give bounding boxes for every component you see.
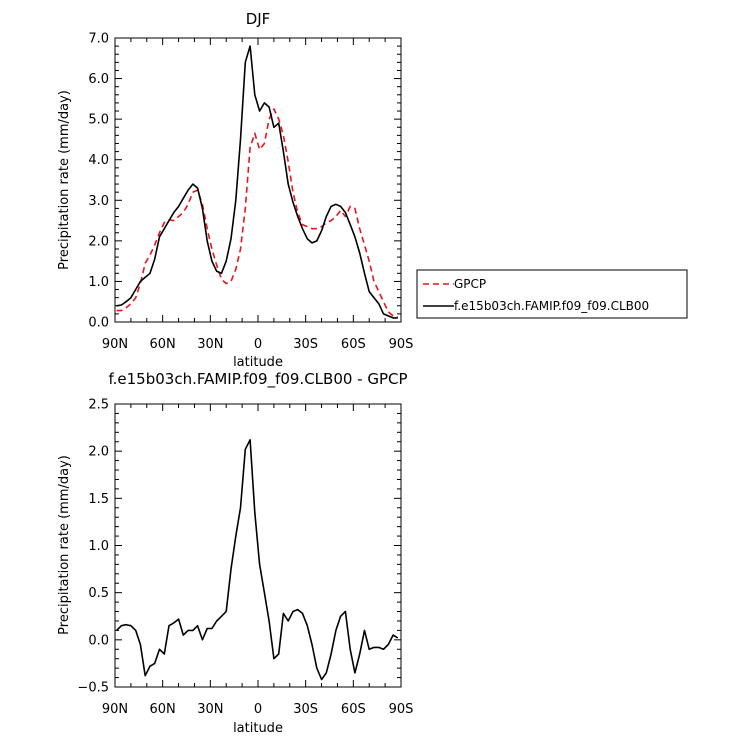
axis-ticks: 90N 60N 30N 0 30S 60S 90S −0.5 0.0 0.5 1.0 1.5 2.0 2.…: [77, 398, 413, 718]
y-tick-label: 1.0: [88, 275, 109, 290]
x-tick-label: 90N: [102, 702, 128, 717]
legend-label-model: f.e15b03ch.FAMIP.f09_f09.CLB00: [454, 299, 649, 313]
y-tick-label: 5.0: [88, 113, 109, 128]
y-tick-label: 0.5: [88, 586, 109, 601]
x-tick-label: 30N: [197, 702, 223, 717]
plot-frame: [114, 37, 402, 323]
y-tick-label: −0.5: [77, 681, 109, 696]
x-tick-label: 30S: [293, 702, 318, 717]
chart-title: DJF: [246, 10, 271, 28]
series-layer: [116, 45, 398, 319]
legend-box: [416, 269, 688, 319]
series-layer: [116, 438, 399, 681]
x-tick-label: 60S: [341, 702, 366, 717]
y-tick-label: 2.0: [88, 234, 109, 249]
y-tick-label: 2.5: [88, 398, 109, 413]
y-tick-label: 7.0: [88, 32, 109, 47]
y-tick-label: 0.0: [88, 633, 109, 648]
x-tick-label: 30S: [293, 337, 318, 352]
x-tick-label: 60S: [341, 337, 366, 352]
x-tick-label: 60N: [150, 702, 176, 717]
y-tick-label: 2.0: [88, 445, 109, 460]
y-tick-label: 0.0: [88, 316, 109, 331]
y-tick-label: 6.0: [88, 72, 109, 87]
x-tick-label: 90S: [389, 702, 414, 717]
legend-label-gpcp: GPCP: [454, 277, 486, 291]
plot-frame: [114, 403, 402, 688]
y-axis-label: Precipitation rate (mm/day): [57, 455, 72, 635]
x-axis-label: latitude: [233, 355, 283, 370]
x-tick-label: 90S: [389, 337, 414, 352]
x-tick-label: 90N: [102, 337, 128, 352]
x-tick-label: 60N: [150, 337, 176, 352]
axis-ticks: 90N 60N 30N 0 30S 60S 90S 0.0 1.0 2.0 3.0 4.0 5.0 6.0…: [88, 32, 413, 353]
y-tick-label: 4.0: [88, 153, 109, 168]
y-tick-label: 1.5: [88, 492, 109, 507]
series-line-model: [116, 438, 399, 681]
series-line-model: [116, 45, 398, 319]
y-tick-label: 1.0: [88, 539, 109, 554]
chart-title: f.e15b03ch.FAMIP.f09_f09.CLB00 - GPCP: [108, 370, 407, 389]
y-axis-label: Precipitation rate (mm/day): [57, 90, 72, 270]
x-axis-label: latitude: [233, 721, 283, 736]
x-tick-label: 0: [254, 702, 262, 717]
chart-panel-djf: DJF 90N 60N 30N 0 30S 60S 90S 0.0 1.0 2.0 3.0 4.0 5.…: [57, 10, 413, 370]
series-line-gpcp: [116, 108, 398, 318]
y-tick-label: 3.0: [88, 194, 109, 209]
x-tick-label: 0: [254, 337, 262, 352]
legend: GPCP f.e15b03ch.FAMIP.f09_f09.CLB00: [416, 269, 688, 319]
x-tick-label: 30N: [197, 337, 223, 352]
chart-panel-difference: f.e15b03ch.FAMIP.f09_f09.CLB00 - GPCP 90…: [57, 370, 413, 736]
